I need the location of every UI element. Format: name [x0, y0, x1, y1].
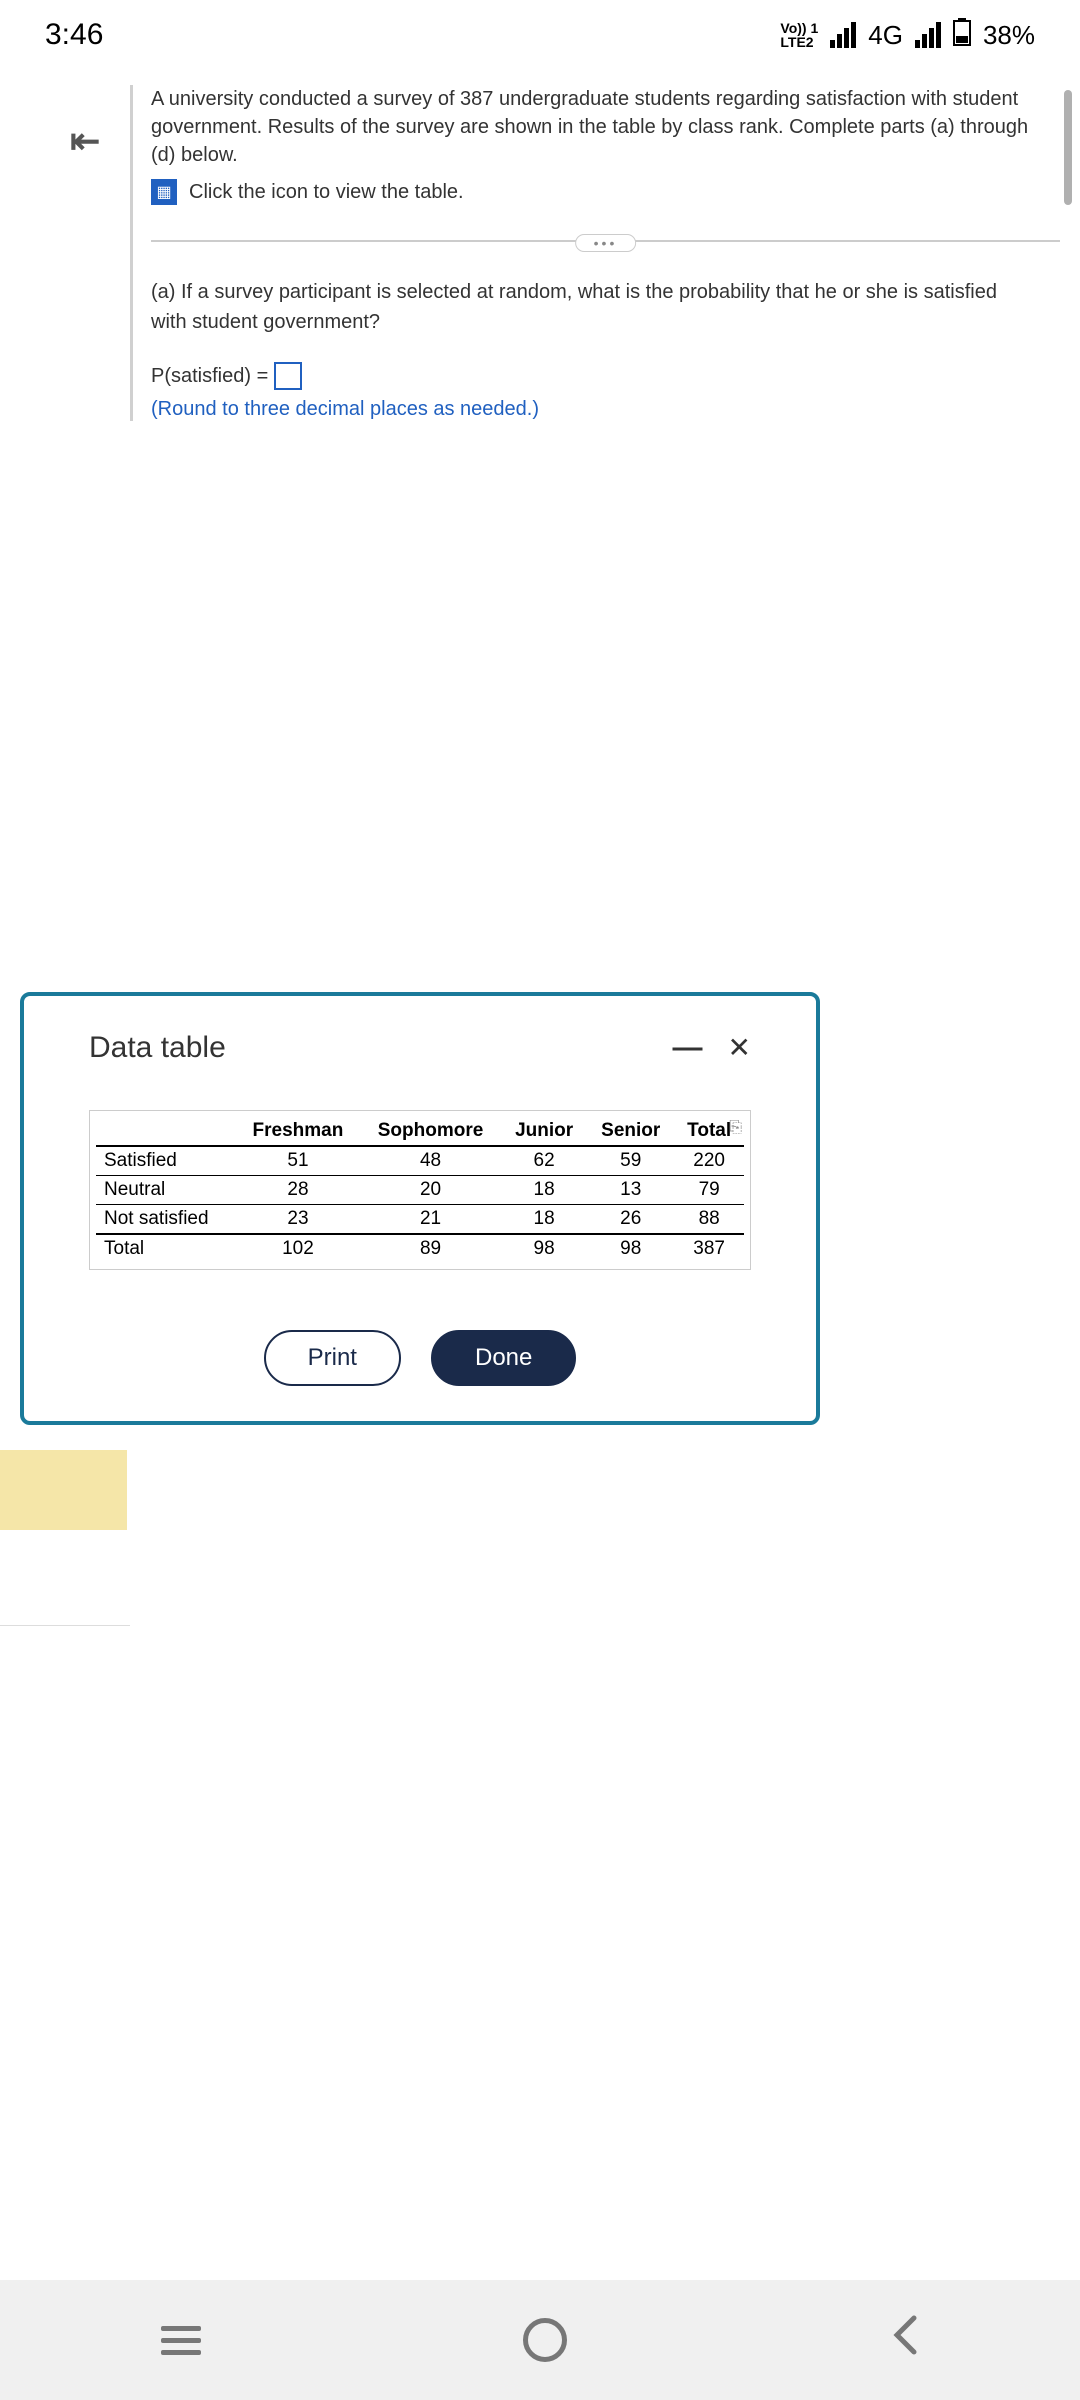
back-nav-icon[interactable] [889, 2313, 919, 2368]
signal-icon [830, 22, 856, 48]
col-blank [96, 1117, 236, 1146]
view-table-row[interactable]: ▦ Click the icon to view the table. [151, 179, 1060, 205]
expand-dots-icon[interactable]: ••• [575, 234, 637, 252]
table-row: Not satisfied 23 21 18 26 88 [96, 1205, 744, 1235]
data-table-container: ⎘ Freshman Sophomore Junior Senior Total… [89, 1110, 751, 1270]
view-table-text: Click the icon to view the table. [189, 181, 464, 204]
copy-icon[interactable]: ⎘ [729, 1119, 742, 1137]
table-header-row: Freshman Sophomore Junior Senior Total [96, 1117, 744, 1146]
col-freshman: Freshman [236, 1117, 360, 1146]
back-arrow-icon[interactable]: ⇤ [70, 120, 130, 162]
battery-icon [953, 18, 971, 53]
answer-input[interactable] [274, 362, 302, 390]
content-area: ⇤ A university conducted a survey of 387… [0, 70, 1080, 421]
main-column: A university conducted a survey of 387 u… [130, 85, 1080, 421]
yellow-highlight [0, 1450, 127, 1530]
col-junior: Junior [501, 1117, 587, 1146]
status-time: 3:46 [45, 18, 103, 52]
question-a: (a) If a survey participant is selected … [151, 277, 1060, 337]
minimize-icon[interactable]: — [673, 1031, 703, 1065]
table-icon[interactable]: ▦ [151, 179, 177, 205]
home-icon[interactable] [523, 2318, 567, 2362]
data-table: Freshman Sophomore Junior Senior Total S… [96, 1117, 744, 1263]
problem-intro: A university conducted a survey of 387 u… [151, 85, 1060, 169]
recent-apps-icon[interactable] [161, 2326, 201, 2355]
formula-row: P(satisfied) = [151, 362, 1060, 390]
formula-label: P(satisfied) = [151, 365, 268, 388]
close-icon[interactable]: ✕ [728, 1031, 751, 1065]
battery-pct: 38% [983, 20, 1035, 51]
modal-title: Data table [89, 1031, 226, 1065]
table-row: Neutral 28 20 18 13 79 [96, 1176, 744, 1205]
table-row: Satisfied 51 48 62 59 220 [96, 1146, 744, 1176]
modal-header: Data table — ✕ [89, 1031, 751, 1065]
done-button[interactable]: Done [431, 1330, 576, 1386]
modal-controls: — ✕ [673, 1031, 751, 1065]
bottom-divider [0, 1625, 130, 1626]
back-column: ⇤ [0, 85, 130, 421]
signal2-icon [915, 22, 941, 48]
network-label: 4G [868, 20, 903, 51]
round-hint: (Round to three decimal places as needed… [151, 398, 1060, 421]
col-senior: Senior [587, 1117, 674, 1146]
scroll-indicator[interactable] [1064, 90, 1072, 205]
print-button[interactable]: Print [264, 1330, 401, 1386]
table-row: Total 102 89 98 98 387 [96, 1234, 744, 1263]
vol-lte-icon: Vo)) 1 LTE2 [780, 21, 818, 49]
data-table-modal: Data table — ✕ ⎘ Freshman Sophomore Juni… [20, 992, 820, 1425]
divider: ••• [151, 240, 1060, 242]
col-sophomore: Sophomore [360, 1117, 501, 1146]
status-right: Vo)) 1 LTE2 4G 38% [780, 18, 1035, 53]
nav-bar [0, 2280, 1080, 2400]
modal-buttons: Print Done [89, 1330, 751, 1386]
status-bar: 3:46 Vo)) 1 LTE2 4G 38% [0, 0, 1080, 70]
